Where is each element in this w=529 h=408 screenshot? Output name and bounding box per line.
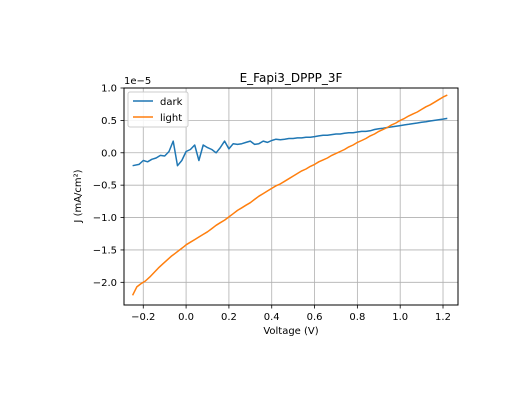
x-tick-label: 0.2 [221, 312, 237, 323]
chart-title: E_Fapi3_DPPP_3F [240, 71, 343, 85]
legend: dark light [127, 91, 189, 128]
x-tick-label: 0.0 [178, 312, 194, 323]
y-tick-label: −0.5 [93, 181, 117, 192]
x-axis-label: Voltage (V) [263, 326, 318, 337]
y-tick-label: 0.5 [101, 116, 117, 127]
x-tick-label: 0.6 [307, 312, 323, 323]
y-tick-label: 1.0 [101, 84, 117, 95]
y-tick-label: −2.0 [93, 278, 117, 289]
x-tick-label: 1.0 [392, 312, 408, 323]
plot-frame [123, 87, 459, 306]
y-tick-label: 0.0 [101, 148, 117, 159]
x-tick-label: 0.4 [264, 312, 280, 323]
series-line-light [131, 94, 448, 296]
x-tick-label: 0.8 [349, 312, 365, 323]
x-tick-label: 1.2 [435, 312, 451, 323]
y-axis-label: J (mA/cm²) [73, 169, 84, 223]
legend-light-label: light [160, 113, 182, 124]
x-tick-label: −0.2 [131, 312, 155, 323]
y-tick-label: −1.5 [93, 245, 117, 256]
series-line-dark [132, 117, 448, 167]
tick-layer: −0.2 0.0 0.2 0.4 0.6 0.8 1.0 1.2 −2.0 −1.5 −1.0 −0.… [93, 84, 451, 324]
y-tick-label: −1.0 [93, 213, 117, 224]
y-axis-offset-label: 1e−5 [124, 76, 151, 87]
legend-dark-label: dark [160, 97, 183, 108]
series-layer [131, 94, 448, 296]
